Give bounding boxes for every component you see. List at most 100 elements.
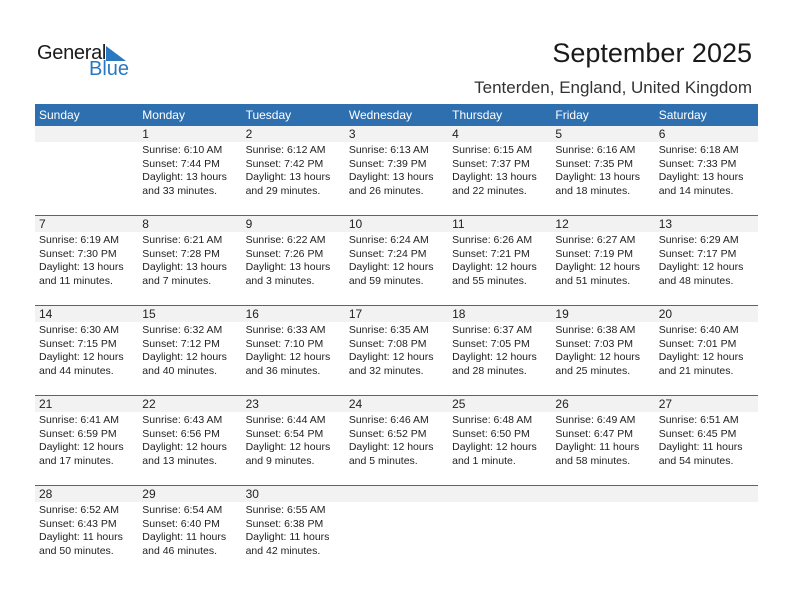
empty-day-cell — [35, 126, 139, 216]
day-number: 30 — [241, 486, 345, 502]
daylight2-text: and 59 minutes. — [348, 274, 424, 287]
day-cell: 23 Sunrise: 6:44 AM Sunset: 6:54 PM Dayligh… — [241, 396, 345, 486]
sunrise-text: Sunrise: 6:48 AM — [452, 414, 533, 426]
daylight1-text: Daylight: 11 hours — [555, 441, 640, 453]
sunset-text: Sunset: 7:26 PM — [245, 247, 324, 260]
daylight1-text: Daylight: 11 hours — [39, 531, 123, 543]
day-number: 12 — [551, 216, 655, 232]
daylight1-text: Daylight: 12 hours — [245, 441, 331, 453]
daylight1-text: Daylight: 12 hours — [452, 351, 537, 363]
week-row: 21 Sunrise: 6:41 AM Sunset: 6:59 PM Dayligh… — [35, 395, 758, 486]
daylight2-text: and 1 minute. — [452, 454, 516, 467]
day-info: Sunrise: 6:37 AM Sunset: 7:05 PM Daylight:… — [448, 322, 551, 378]
sunset-text: Sunset: 7:03 PM — [555, 337, 634, 350]
sunset-text: Sunset: 6:45 PM — [658, 427, 737, 440]
day-cell: 7 Sunrise: 6:19 AM Sunset: 7:30 PM Daylight… — [35, 216, 139, 306]
day-info: Sunrise: 6:48 AM Sunset: 6:50 PM Daylight:… — [448, 412, 551, 468]
day-cell: 24 Sunrise: 6:46 AM Sunset: 6:52 PM Dayligh… — [344, 396, 449, 486]
day-number: 14 — [35, 306, 139, 322]
sunset-text: Sunset: 6:38 PM — [245, 517, 324, 530]
sunset-text: Sunset: 7:37 PM — [452, 157, 530, 170]
week-row: 7 Sunrise: 6:19 AM Sunset: 7:30 PM Daylight… — [35, 215, 758, 306]
day-cell: 25 Sunrise: 6:48 AM Sunset: 6:50 PM Dayligh… — [448, 396, 552, 486]
day-number: 11 — [448, 216, 552, 232]
sunset-text: Sunset: 7:12 PM — [142, 337, 220, 350]
sunset-text: Sunset: 6:54 PM — [245, 427, 324, 440]
day-cell: 5 Sunrise: 6:16 AM Sunset: 7:35 PM Daylight… — [551, 126, 655, 216]
daylight2-text: and 33 minutes. — [142, 184, 217, 197]
sunset-text: Sunset: 7:17 PM — [658, 247, 737, 260]
sunrise-text: Sunrise: 6:30 AM — [39, 324, 119, 336]
day-cell: 15 Sunrise: 6:32 AM Sunset: 7:12 PM Dayligh… — [138, 306, 242, 396]
sunrise-text: Sunrise: 6:52 AM — [39, 504, 119, 516]
day-info: Sunrise: 6:51 AM Sunset: 6:45 PM Daylight:… — [655, 412, 758, 468]
day-info: Sunrise: 6:13 AM Sunset: 7:39 PM Daylight:… — [345, 142, 448, 198]
day-number — [35, 126, 139, 142]
daylight1-text: Daylight: 11 hours — [142, 531, 227, 543]
week-row: 14 Sunrise: 6:30 AM Sunset: 7:15 PM Dayligh… — [35, 305, 758, 396]
logo-text-general: General — [37, 42, 107, 64]
day-number: 27 — [654, 396, 758, 412]
day-info: Sunrise: 6:44 AM Sunset: 6:54 PM Daylight:… — [242, 412, 345, 468]
day-cell: 13 Sunrise: 6:29 AM Sunset: 7:17 PM Dayligh… — [654, 216, 758, 306]
day-number: 13 — [654, 216, 758, 232]
day-number — [344, 486, 449, 502]
sunset-text: Sunset: 7:21 PM — [452, 247, 530, 260]
week-row: 1 Sunrise: 6:10 AM Sunset: 7:44 PM Daylight… — [35, 126, 758, 216]
sunset-text: Sunset: 7:08 PM — [348, 337, 427, 350]
day-number — [448, 486, 552, 502]
sunrise-text: Sunrise: 6:26 AM — [452, 234, 533, 246]
daylight2-text: and 36 minutes. — [245, 364, 321, 377]
day-info: Sunrise: 6:24 AM Sunset: 7:24 PM Daylight:… — [345, 232, 448, 288]
day-number: 22 — [138, 396, 242, 412]
day-info: Sunrise: 6:35 AM Sunset: 7:08 PM Daylight:… — [345, 322, 448, 378]
daylight1-text: Daylight: 12 hours — [555, 261, 641, 273]
daylight1-text: Daylight: 12 hours — [452, 261, 537, 273]
day-number: 9 — [241, 216, 345, 232]
day-cell: 21 Sunrise: 6:41 AM Sunset: 6:59 PM Dayligh… — [35, 396, 139, 486]
day-cell: 26 Sunrise: 6:49 AM Sunset: 6:47 PM Dayligh… — [551, 396, 655, 486]
daylight2-text: and 29 minutes. — [245, 184, 321, 197]
sunrise-text: Sunrise: 6:33 AM — [245, 324, 326, 336]
day-cell: 30 Sunrise: 6:55 AM Sunset: 6:38 PM Dayligh… — [241, 486, 345, 576]
sunrise-text: Sunrise: 6:18 AM — [658, 144, 739, 156]
day-info: Sunrise: 6:22 AM Sunset: 7:26 PM Daylight:… — [242, 232, 345, 288]
day-info: Sunrise: 6:27 AM Sunset: 7:19 PM Daylight:… — [551, 232, 654, 288]
weekday-header: Sunday Monday Tuesday Wednesday Thursday… — [35, 104, 758, 126]
day-number: 26 — [551, 396, 655, 412]
sunrise-text: Sunrise: 6:32 AM — [142, 324, 223, 336]
daylight1-text: Daylight: 11 hours — [658, 441, 743, 453]
sunrise-text: Sunrise: 6:29 AM — [658, 234, 739, 246]
day-number: 19 — [551, 306, 655, 322]
daylight1-text: Daylight: 12 hours — [39, 351, 124, 363]
sunset-text: Sunset: 7:05 PM — [452, 337, 530, 350]
daylight1-text: Daylight: 12 hours — [245, 351, 331, 363]
sunset-text: Sunset: 7:24 PM — [348, 247, 427, 260]
day-info: Sunrise: 6:38 AM Sunset: 7:03 PM Daylight:… — [551, 322, 654, 378]
sunset-text: Sunset: 6:43 PM — [39, 517, 117, 530]
sunrise-text: Sunrise: 6:22 AM — [245, 234, 326, 246]
day-cell: 17 Sunrise: 6:35 AM Sunset: 7:08 PM Dayligh… — [344, 306, 449, 396]
day-number: 21 — [35, 396, 139, 412]
sunrise-text: Sunrise: 6:55 AM — [245, 504, 326, 516]
daylight2-text: and 51 minutes. — [555, 274, 631, 287]
weekday-sunday: Sunday — [39, 108, 80, 122]
sunset-text: Sunset: 6:52 PM — [348, 427, 427, 440]
daylight2-text: and 7 minutes. — [142, 274, 212, 287]
day-info: Sunrise: 6:43 AM Sunset: 6:56 PM Daylight:… — [138, 412, 241, 468]
day-cell: 29 Sunrise: 6:54 AM Sunset: 6:40 PM Dayligh… — [138, 486, 242, 576]
daylight1-text: Daylight: 13 hours — [245, 261, 331, 273]
day-number: 25 — [448, 396, 552, 412]
sunset-text: Sunset: 6:50 PM — [452, 427, 530, 440]
sunrise-text: Sunrise: 6:35 AM — [348, 324, 429, 336]
daylight2-text: and 28 minutes. — [452, 364, 527, 377]
day-info: Sunrise: 6:32 AM Sunset: 7:12 PM Daylight:… — [138, 322, 241, 378]
sunrise-text: Sunrise: 6:24 AM — [348, 234, 429, 246]
day-info: Sunrise: 6:29 AM Sunset: 7:17 PM Daylight:… — [655, 232, 758, 288]
daylight2-text: and 22 minutes. — [452, 184, 527, 197]
daylight1-text: Daylight: 13 hours — [452, 171, 537, 183]
sunset-text: Sunset: 6:59 PM — [39, 427, 117, 440]
day-info: Sunrise: 6:21 AM Sunset: 7:28 PM Daylight:… — [138, 232, 241, 288]
daylight2-text: and 55 minutes. — [452, 274, 527, 287]
day-number: 3 — [344, 126, 449, 142]
